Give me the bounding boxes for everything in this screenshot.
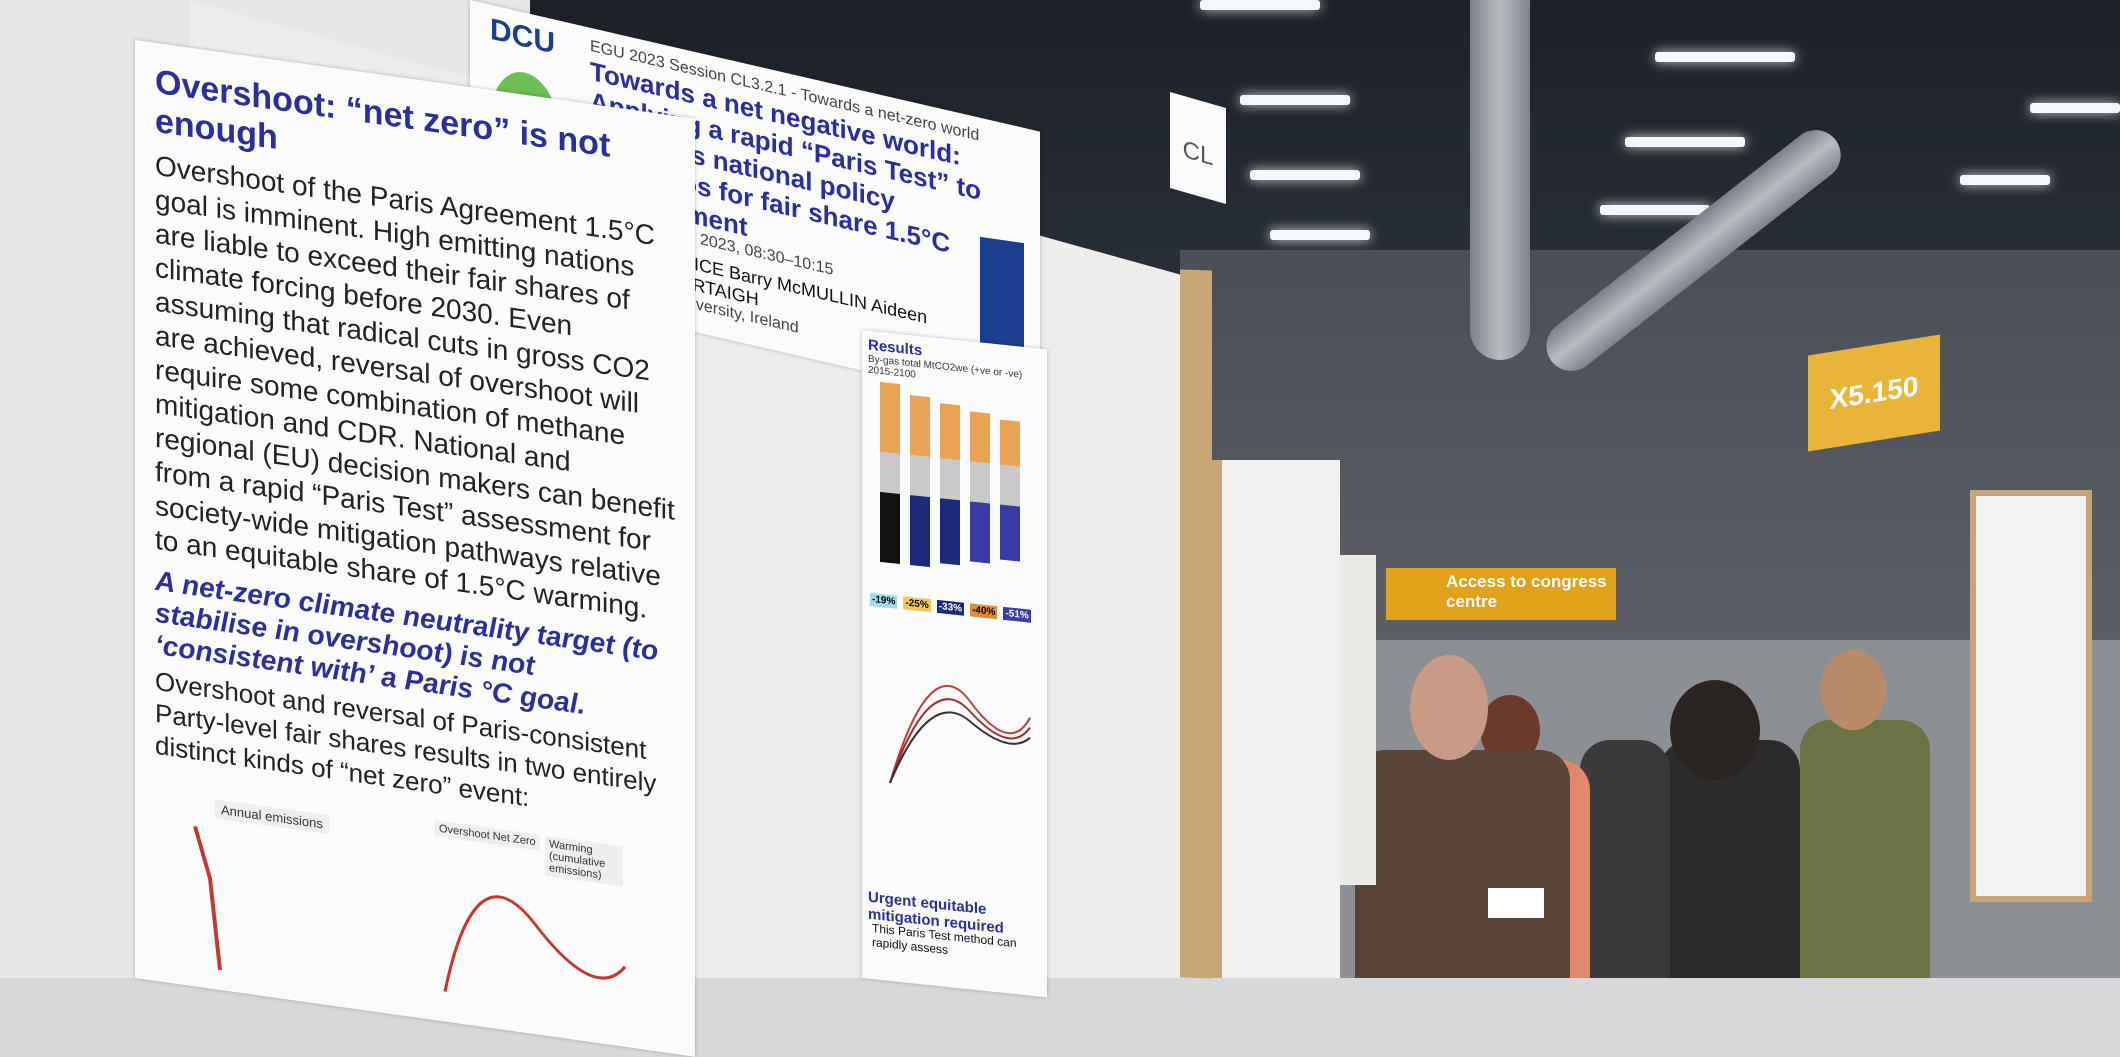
- name-badge: [1488, 888, 1544, 918]
- visitor-head: [1670, 680, 1760, 780]
- ceiling-light: [1270, 230, 1370, 240]
- session-sign: CL: [1170, 91, 1226, 205]
- ceiling-light: [1240, 95, 1350, 105]
- pathway-curve: [889, 711, 1031, 784]
- ceiling-light: [1960, 175, 2050, 185]
- bar-ch4: [880, 451, 900, 494]
- visitor: [1660, 740, 1800, 978]
- emissions-chart: Annual emissions Overshoot Net Zero Warm…: [155, 791, 675, 1024]
- ceiling-light: [1200, 0, 1320, 10]
- bar-negative: [910, 495, 930, 568]
- bar-ch4: [910, 455, 930, 498]
- poster-board: [1212, 460, 1340, 978]
- bar-negative: [970, 501, 990, 564]
- bar-co2: [970, 411, 990, 464]
- badge-5: -51%: [1003, 606, 1031, 623]
- ventilation-duct: [1470, 0, 1530, 360]
- sharing-badge: [980, 236, 1024, 359]
- bar-co2: [940, 403, 960, 461]
- access-sign: Access to congress centre: [1386, 568, 1616, 620]
- pathway-curve: [889, 684, 1031, 784]
- dcu-logo: DCU: [490, 12, 555, 61]
- ceiling-light: [1600, 205, 1710, 215]
- session-sign-text: CL: [1182, 135, 1214, 172]
- speaker-head: [1410, 655, 1488, 760]
- badge-2: -25%: [903, 596, 931, 613]
- bar-ch4: [970, 461, 990, 504]
- ceiling-light: [1625, 137, 1745, 147]
- poster-board-right: [1970, 490, 2092, 902]
- cumulative-emissions-chart: [889, 684, 1031, 784]
- bar-negative: [880, 491, 900, 564]
- badge-1: -19%: [870, 592, 898, 609]
- visitor: [1800, 720, 1930, 978]
- speaker: [1355, 750, 1570, 978]
- overshoot-body: Overshoot of the Paris Agreement 1.5°C g…: [155, 149, 675, 624]
- bar-co2: [910, 395, 930, 458]
- badge-3: -33%: [936, 599, 965, 616]
- bar-ch4: [1000, 464, 1020, 507]
- by-gas-stacked-bars: [880, 381, 1020, 568]
- bar-co2: [1000, 419, 1020, 467]
- hall-number-text: X5.150: [1829, 369, 1919, 416]
- board-frame: [1180, 269, 1212, 979]
- bar-group: [880, 381, 1020, 568]
- gross-emissions-curve: [193, 826, 222, 971]
- access-sign-text: Access to congress centre: [1446, 572, 1607, 611]
- ceiling-light: [1655, 52, 1795, 62]
- chart-label-overshoot: Overshoot Net Zero: [435, 820, 540, 851]
- bar-negative: [1000, 504, 1020, 562]
- badge-4: -40%: [970, 603, 998, 620]
- bar-ch4: [940, 458, 960, 501]
- ceiling-light: [1250, 170, 1360, 180]
- bar-negative: [940, 498, 960, 566]
- poster-results-panel: Results By-gas total MtCO2we (+ve or -ve…: [862, 330, 1047, 998]
- ceiling-light: [2030, 103, 2120, 113]
- visitor: [1580, 740, 1670, 978]
- pathway-curve: [889, 698, 1031, 784]
- visitor-head: [1820, 650, 1886, 730]
- bar-co2: [880, 381, 900, 454]
- poster-overshoot-panel: Overshoot: “net zero” is not enough Over…: [135, 40, 695, 1057]
- warming-curve: [443, 895, 627, 993]
